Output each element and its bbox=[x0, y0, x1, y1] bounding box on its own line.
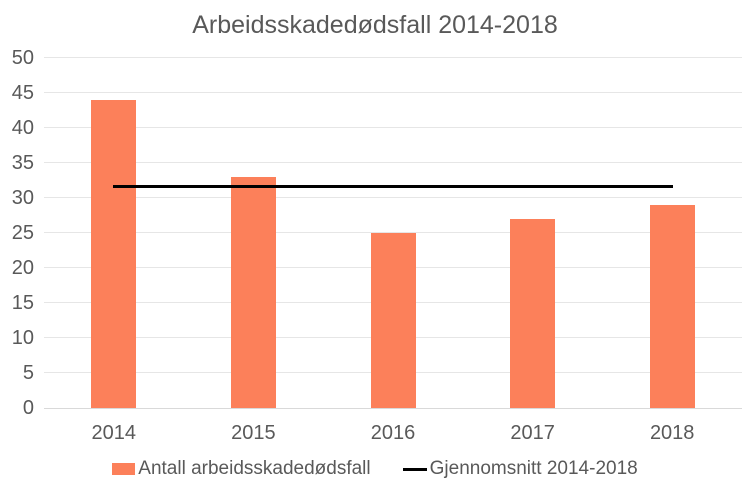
average-line-swatch bbox=[402, 467, 427, 471]
y-tick-label-25: 25 bbox=[11, 222, 34, 244]
chart-title: Arbeidsskadedødsfall 2014-2018 bbox=[192, 11, 558, 39]
legend-label-average-line: Gjennomsnitt 2014-2018 bbox=[429, 458, 638, 479]
gridline-30 bbox=[44, 197, 742, 198]
bar-2014 bbox=[91, 100, 137, 408]
gridline-35 bbox=[44, 162, 742, 163]
average-line bbox=[112, 185, 674, 189]
legend-item-bar-series: Antall arbeidsskadedødsfall bbox=[112, 457, 371, 481]
x-tick-label-2018: 2018 bbox=[649, 422, 695, 444]
legend-item-average-line: Gjennomsnitt 2014-2018 bbox=[402, 457, 638, 481]
y-tick-label-5: 5 bbox=[22, 362, 34, 384]
y-tick-label-10: 10 bbox=[11, 327, 34, 349]
x-tick-label-2017: 2017 bbox=[510, 422, 555, 444]
x-tick-label-2015: 2015 bbox=[231, 422, 276, 444]
bar-2016 bbox=[370, 233, 416, 408]
legend: Antall arbeidsskadedødsfall Gjennomsnitt… bbox=[0, 457, 750, 481]
y-tick-label-20: 20 bbox=[11, 257, 34, 279]
y-tick-label-30: 30 bbox=[11, 187, 34, 209]
y-tick-label-0: 0 bbox=[22, 397, 34, 419]
bar-series-swatch bbox=[112, 463, 136, 475]
y-tick-label-50: 50 bbox=[11, 47, 34, 69]
bar-2015 bbox=[230, 177, 276, 408]
y-tick-label-40: 40 bbox=[11, 117, 34, 139]
x-tick-label-2014: 2014 bbox=[91, 422, 137, 444]
legend-label-bar-series: Antall arbeidsskadedødsfall bbox=[138, 458, 371, 479]
gridline-25 bbox=[44, 232, 742, 233]
y-tick-label-45: 45 bbox=[11, 82, 34, 104]
gridline-50 bbox=[44, 57, 742, 58]
y-tick-label-35: 35 bbox=[11, 152, 34, 174]
x-tick-label-2016: 2016 bbox=[370, 422, 416, 444]
gridline-45 bbox=[44, 92, 742, 93]
gridline-40 bbox=[44, 127, 742, 128]
bar-2018 bbox=[649, 205, 695, 408]
bar-2017 bbox=[510, 219, 556, 408]
y-tick-label-15: 15 bbox=[11, 292, 34, 314]
plot-area bbox=[44, 57, 742, 409]
